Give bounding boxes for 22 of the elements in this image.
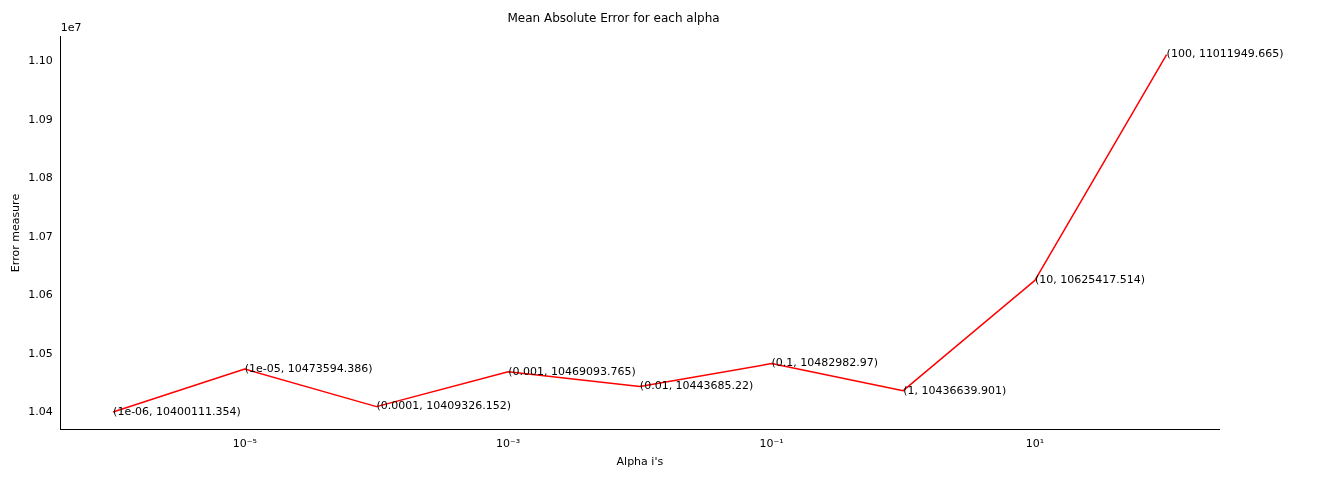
x-axis-title: Alpha i's xyxy=(616,455,664,469)
y-tick-label: 1.05 xyxy=(28,346,53,360)
y-tick-label: 1.08 xyxy=(28,171,53,185)
y-axis-title: Error measure xyxy=(9,193,23,273)
data-label: (10, 10625417.514) xyxy=(1034,273,1145,287)
y-tick-label: 1.10 xyxy=(28,54,53,68)
data-label: (1e-06, 10400111.354) xyxy=(113,404,241,418)
y-tick-label: 1.09 xyxy=(28,112,53,126)
data-label: (1e-05, 10473594.386) xyxy=(244,361,373,375)
x-tick-label: 10⁻⁵ xyxy=(232,437,257,451)
chart-title: Mean Absolute Error for each alpha xyxy=(507,11,720,26)
data-label: (1, 10436639.901) xyxy=(903,383,1007,397)
data-label: (0.0001, 10409326.152) xyxy=(376,399,512,413)
y-tick-label: 1.07 xyxy=(28,229,53,243)
x-tick-label: 10⁻³ xyxy=(496,437,521,451)
data-label: (100, 11011949.665) xyxy=(1166,47,1284,61)
text: 1e7 xyxy=(60,20,82,34)
x-tick-label: 10¹ xyxy=(1025,437,1045,451)
y-tick-label: 1.06 xyxy=(28,288,53,302)
x-tick-label: 10⁻¹ xyxy=(759,437,784,451)
data-label: (0.1, 10482982.97) xyxy=(771,356,879,370)
y-tick-label: 1.04 xyxy=(28,404,53,418)
